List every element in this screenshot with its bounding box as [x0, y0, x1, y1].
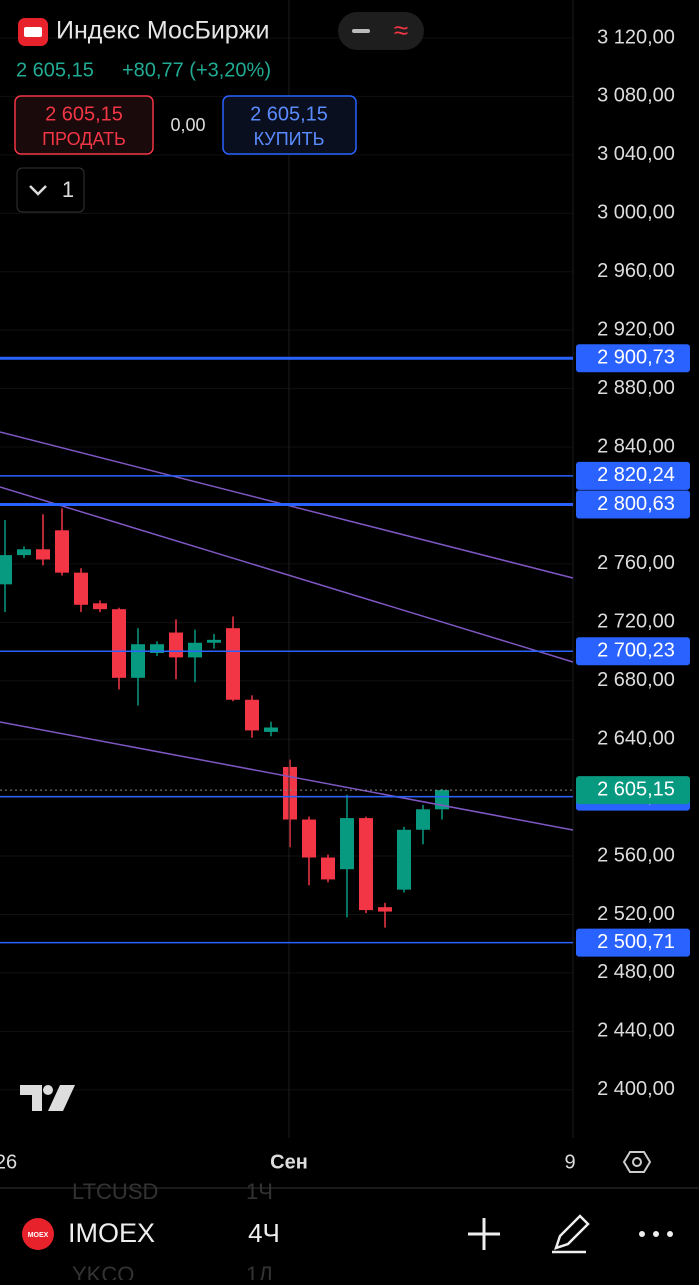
- candle-body: [93, 603, 107, 610]
- y-tick-label: 2 720,00: [597, 611, 675, 633]
- level-tag: [576, 637, 690, 666]
- candle-body: [55, 530, 69, 573]
- level-label: 2 820,24: [597, 464, 675, 486]
- spread: 0,00: [170, 115, 205, 135]
- level-label: 2 700,23: [597, 639, 675, 661]
- draw-icon[interactable]: [552, 1214, 590, 1254]
- last-price-tag: [576, 776, 690, 805]
- y-tick-label: 3 080,00: [597, 85, 675, 107]
- y-tick-label: 2 840,00: [597, 435, 675, 457]
- candle-body: [36, 549, 50, 560]
- candle-body: [378, 907, 392, 912]
- y-tick-label: 2 440,00: [597, 1020, 675, 1042]
- candle-body: [17, 549, 31, 556]
- last-price-label: 2 605,15: [597, 778, 675, 800]
- candle-body: [283, 766, 297, 820]
- sell-button[interactable]: [14, 95, 154, 155]
- settings-icon[interactable]: [622, 1151, 652, 1173]
- candle-body: [321, 857, 335, 880]
- y-tick-label: 2 480,00: [597, 961, 675, 983]
- candle-body: [359, 818, 373, 911]
- y-tick-label: 2 880,00: [597, 377, 675, 399]
- toggle-icon: ≈: [394, 15, 408, 45]
- level-tag: [576, 928, 690, 957]
- sell-price: 2 605,15: [45, 103, 123, 125]
- y-tick-label: 2 760,00: [597, 552, 675, 574]
- collapse-button[interactable]: [16, 167, 85, 213]
- y-tick-label: 2 920,00: [597, 318, 675, 340]
- candle-body: [131, 644, 145, 678]
- candle-body: [0, 555, 12, 585]
- sell-label: ПРОДАТЬ: [42, 129, 126, 149]
- candle-body: [226, 628, 240, 700]
- symbol-title: Индекс МосБиржи: [56, 17, 269, 45]
- buy-label: КУПИТЬ: [254, 129, 325, 149]
- candle-body: [112, 609, 126, 678]
- toggle-icon: [352, 29, 370, 33]
- candle-body: [150, 644, 164, 653]
- indicator-count: 1: [62, 177, 74, 202]
- logo-mark: [24, 27, 42, 37]
- interval[interactable]: 4Ч: [248, 1218, 280, 1248]
- change: +80,77 (+3,20%): [122, 59, 271, 81]
- toggle[interactable]: [338, 12, 424, 50]
- candle-body: [245, 699, 259, 731]
- level-tag: [576, 344, 690, 373]
- level-tag: [576, 461, 690, 490]
- y-tick-label: 2 960,00: [597, 260, 675, 282]
- buy-button[interactable]: [222, 95, 357, 155]
- settings-icon: [632, 1157, 642, 1167]
- candle-body: [74, 572, 88, 605]
- candle-body: [188, 642, 202, 658]
- tv-logo: [20, 1085, 75, 1111]
- hidden-interval: 1Д: [246, 1262, 273, 1280]
- hidden-symbol: LTCUSD: [72, 1179, 158, 1204]
- symbol[interactable]: IMOEX: [68, 1218, 155, 1248]
- overlay: 2 900,732 820,242 800,632 700,232 600,67…: [0, 344, 690, 957]
- y-tick-label: 2 400,00: [597, 1078, 675, 1100]
- y-tick-label: 2 680,00: [597, 669, 675, 691]
- trend-line: [0, 721, 574, 831]
- symbol-logo: [22, 1218, 54, 1250]
- level-label: 2 500,71: [597, 931, 675, 953]
- candle-body: [302, 819, 316, 858]
- toolbar: [0, 1188, 699, 1280]
- y-tick-label: 3 040,00: [597, 143, 675, 165]
- x-tick-label: 9: [564, 1151, 575, 1173]
- y-tick-label: 2 560,00: [597, 844, 675, 866]
- price: 2 605,15: [16, 59, 94, 81]
- level-tag: [576, 490, 690, 519]
- level-label: 2 800,63: [597, 493, 675, 515]
- x-tick-label: Сен: [270, 1151, 308, 1173]
- x-tick-label: 26: [0, 1151, 17, 1173]
- candle-body: [416, 809, 430, 830]
- candle-body: [340, 818, 354, 870]
- hidden-symbol: YKCO: [72, 1262, 134, 1280]
- add-icon[interactable]: [468, 1218, 500, 1250]
- y-tick-label: 3 000,00: [597, 202, 675, 224]
- tv-logo: [43, 1085, 53, 1095]
- candle-body: [397, 829, 411, 890]
- y-tick-label: 2 520,00: [597, 903, 675, 925]
- candle-body: [207, 639, 221, 643]
- more-icon[interactable]: [639, 1231, 673, 1237]
- level-label: 2 900,73: [597, 347, 675, 369]
- hidden-interval: 1Ч: [246, 1179, 273, 1204]
- candle-body: [264, 727, 278, 732]
- trend-line: [0, 486, 574, 663]
- candle-body: [169, 632, 183, 658]
- y-tick-label: 2 640,00: [597, 727, 675, 749]
- y-tick-label: 3 120,00: [597, 26, 675, 48]
- buy-price: 2 605,15: [250, 103, 328, 125]
- symbol-logo-text: MOEX: [28, 1232, 49, 1239]
- chevron: [29, 185, 47, 196]
